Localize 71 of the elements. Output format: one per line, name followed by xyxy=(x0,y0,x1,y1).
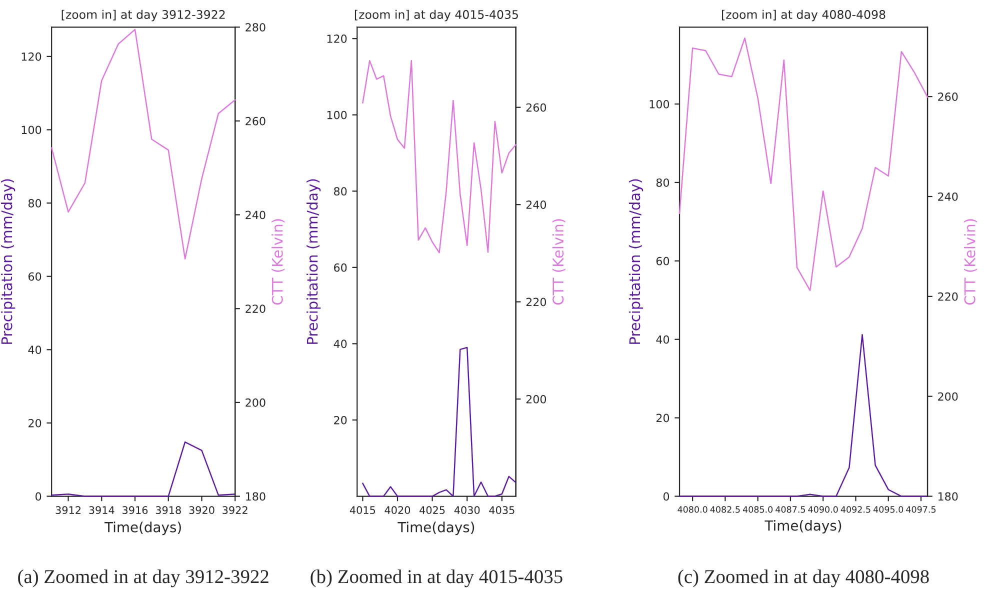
y2-tick-label: 240 xyxy=(246,210,266,220)
x-axis-title: Time(days) xyxy=(764,520,842,534)
y2-tick-label: 240 xyxy=(938,192,958,201)
x-axis-title: Time(days) xyxy=(104,522,181,536)
y-tick-label: 20 xyxy=(334,416,347,424)
x-tick-label: 4097.5 xyxy=(906,506,936,513)
x-tick-label: 4030 xyxy=(454,506,480,514)
x-tick-label: 4087.5 xyxy=(776,506,806,513)
x-tick-label: 4015 xyxy=(350,506,376,514)
y-tick-label: 80 xyxy=(656,178,670,187)
y2-axis-title: CTT (Kelvin) xyxy=(964,219,978,305)
y-tick-label: 80 xyxy=(334,187,347,196)
y-tick-label: 0 xyxy=(663,492,670,501)
x-tick-label: 3922 xyxy=(222,506,248,514)
y2-axis-title: CTT (Kelvin) xyxy=(272,219,285,305)
x-tick-label: 4092.5 xyxy=(840,506,870,513)
chart-title: [zoom in] at day 4015-4035 xyxy=(354,10,518,22)
y-tick-label: 100 xyxy=(327,110,347,120)
y-tick-label: 60 xyxy=(28,272,42,281)
y2-tick-label: 200 xyxy=(246,398,266,407)
y-tick-label: 60 xyxy=(656,256,670,266)
y2-tick-label: 260 xyxy=(526,103,546,112)
x-tick-label: 4025 xyxy=(420,506,445,514)
line-series xyxy=(362,346,516,497)
y-tick-label: 60 xyxy=(334,263,347,272)
y-tick-label: 40 xyxy=(28,346,42,354)
y-tick-label: 80 xyxy=(28,199,42,208)
chart-title: [zoom in] at day 3912-3922 xyxy=(62,10,225,22)
y-axis-title: Precipitation (mm/day) xyxy=(306,179,321,344)
y2-tick-label: 240 xyxy=(526,200,546,209)
chart-title: [zoom in] at day 4080-4098 xyxy=(722,10,886,22)
y-tick-label: 0 xyxy=(36,492,42,501)
y-tick-label: 40 xyxy=(656,335,670,344)
y2-tick-label: 200 xyxy=(526,395,546,404)
x-tick-label: 4020 xyxy=(384,506,410,514)
y-tick-label: 100 xyxy=(22,126,42,134)
y-tick-label: 120 xyxy=(22,52,42,61)
x-tick-label: 4090.0 xyxy=(808,506,838,513)
y-tick-label: 20 xyxy=(28,418,42,428)
y-tick-label: 100 xyxy=(650,100,670,108)
y2-tick-label: 180 xyxy=(938,492,958,501)
x-tick-label: 3918 xyxy=(156,506,181,514)
y2-tick-label: 180 xyxy=(246,492,266,501)
y-tick-label: 20 xyxy=(656,414,670,422)
x-tick-label: 3920 xyxy=(189,506,214,514)
line-series xyxy=(678,38,928,292)
text: (a) Zoomed in at day 3912-3922 xyxy=(18,570,268,588)
x-tick-label: 3912 xyxy=(56,506,80,514)
x-tick-label: 4095.0 xyxy=(873,506,904,513)
x-tick-label: 4035 xyxy=(489,506,514,514)
x-tick-label: 3914 xyxy=(89,506,114,514)
y2-tick-label: 200 xyxy=(938,392,958,401)
y2-tick-label: 260 xyxy=(246,116,266,126)
y-axis-title: Precipitation (mm/day) xyxy=(628,179,644,344)
y2-tick-label: 220 xyxy=(526,298,546,306)
text: (c) Zoomed in at day 4080-4098 xyxy=(678,570,929,588)
text: (b) Zoomed in at day 4015-4035 xyxy=(310,570,562,588)
x-axis-title: Time(days) xyxy=(398,522,474,536)
y-tick-label: 120 xyxy=(327,34,347,43)
line-series xyxy=(362,60,516,254)
x-tick-label: 4080.0 xyxy=(678,506,708,513)
y2-tick-label: 280 xyxy=(246,23,266,32)
y-axis-title: Precipitation (mm/day) xyxy=(0,179,16,344)
y2-tick-label: 260 xyxy=(938,92,958,101)
y2-axis-title: CTT (Kelvin) xyxy=(552,219,566,305)
y-tick-label: 40 xyxy=(334,340,347,348)
x-tick-label: 3916 xyxy=(122,506,148,514)
x-tick-label: 4085.0 xyxy=(742,506,773,513)
x-tick-label: 4082.5 xyxy=(710,506,740,513)
y2-tick-label: 220 xyxy=(246,304,266,313)
y2-tick-label: 220 xyxy=(938,292,958,301)
